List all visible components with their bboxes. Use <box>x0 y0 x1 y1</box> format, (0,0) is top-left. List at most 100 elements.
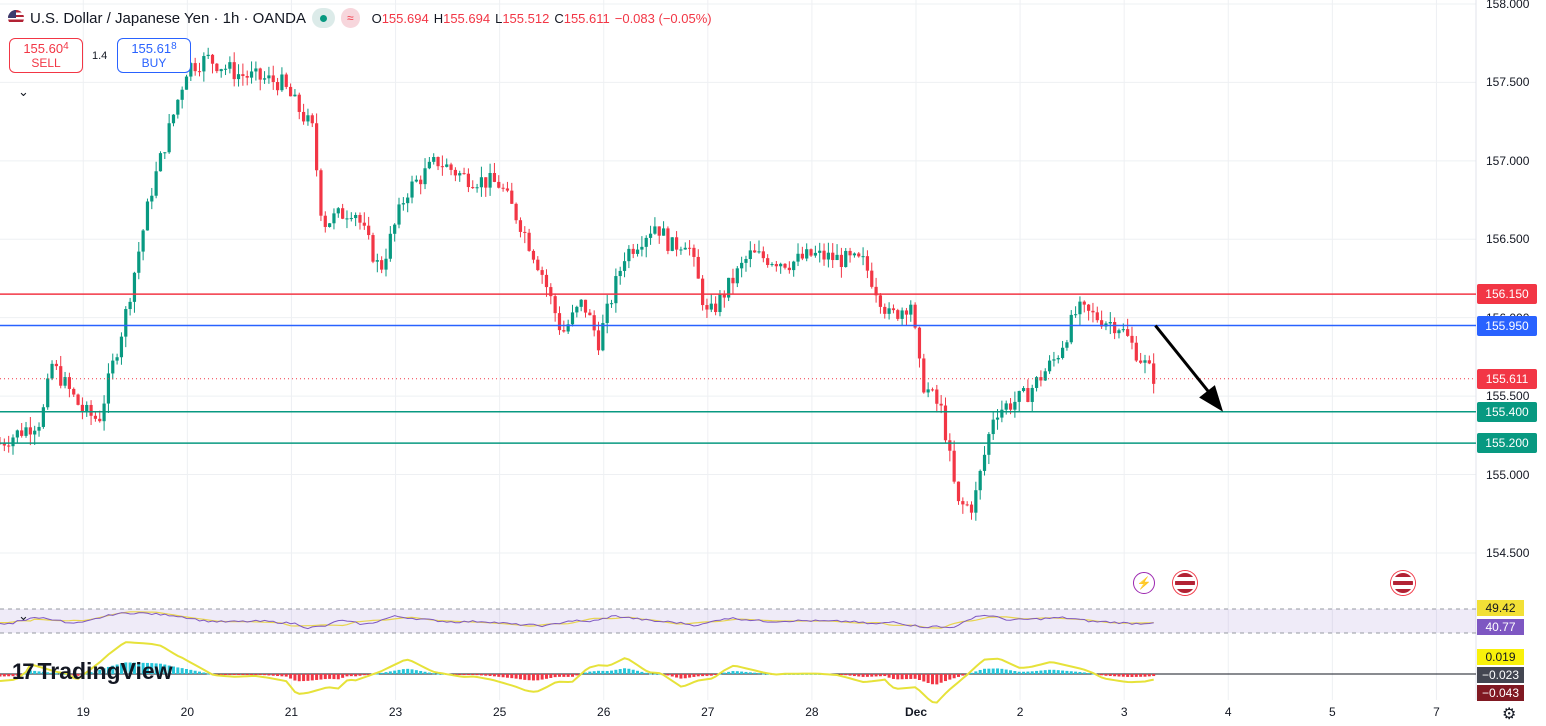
candle-body <box>202 56 206 72</box>
macd-histogram-bar <box>566 674 570 677</box>
buy-button[interactable]: 155.618 BUY <box>117 38 191 73</box>
candle-body <box>436 157 440 167</box>
indicator-chevron-icon[interactable]: ⌄ <box>18 608 29 623</box>
macd-histogram-bar <box>679 674 683 679</box>
candle-body <box>1113 322 1117 334</box>
macd-histogram-bar <box>33 670 37 674</box>
market-status-pill[interactable] <box>311 8 335 28</box>
macd-histogram-bar <box>584 672 588 674</box>
macd-histogram-bar <box>1104 674 1108 676</box>
macd-histogram-bar <box>245 674 249 675</box>
event-bolt-icon[interactable]: ⚡ <box>1132 572 1155 594</box>
macd-histogram-bar <box>518 674 522 680</box>
candle-body <box>627 248 631 262</box>
candle-body <box>835 254 839 261</box>
macd-histogram-bar <box>553 674 557 678</box>
macd-histogram-bar <box>649 673 653 675</box>
symbol-title[interactable]: U.S. Dollar / Japanese Yen · 1h · OANDA <box>30 9 306 27</box>
candle-body <box>319 170 323 216</box>
macd-histogram-bar <box>102 668 106 674</box>
macd-histogram-bar <box>232 674 236 675</box>
candle-body <box>349 218 353 220</box>
macd-histogram-bar <box>427 672 431 674</box>
candle-body <box>648 233 653 238</box>
candle-body <box>887 308 891 314</box>
settings-gear-icon[interactable]: ⚙ <box>1502 706 1517 723</box>
macd-histogram-bar <box>597 670 601 674</box>
macd-histogram-bar <box>328 674 332 679</box>
trend-arrow-line[interactable] <box>1154 324 1217 401</box>
candle-body <box>145 201 150 231</box>
macd-histogram-bar <box>375 673 379 675</box>
macd-histogram-bar <box>592 671 596 674</box>
candle-body <box>228 62 232 69</box>
candle-body <box>566 324 570 332</box>
candle-body <box>531 250 536 260</box>
candle-body <box>197 71 202 73</box>
candle-body <box>805 249 809 259</box>
macd-histogram-bar <box>150 663 154 674</box>
macd-histogram-bar <box>956 674 960 677</box>
macd-histogram-bar <box>935 674 939 685</box>
macd-histogram-bar <box>15 674 19 676</box>
macd-histogram-bar <box>141 662 145 674</box>
x-axis-tick-label: 21 <box>284 705 299 719</box>
collapse-chevron-icon[interactable]: ⌄ <box>18 84 29 99</box>
macd-histogram-bar <box>753 672 757 674</box>
macd-histogram-bar <box>237 674 241 675</box>
candle-body <box>332 213 336 224</box>
candle-body <box>141 230 145 252</box>
candle-body <box>783 263 787 268</box>
candle-body <box>306 115 310 122</box>
candle-body <box>150 195 154 202</box>
macd-histogram-bar <box>926 674 930 683</box>
candle-body <box>258 68 262 80</box>
macd-histogram-bar <box>1035 670 1039 674</box>
macd-histogram-bar <box>696 674 700 677</box>
macd-histogram-bar <box>748 672 752 674</box>
candle-body <box>1117 330 1121 334</box>
candle-body <box>89 404 93 416</box>
candle-body <box>76 394 80 405</box>
macd-histogram-bar <box>497 674 501 677</box>
candle-body <box>748 250 752 260</box>
macd-histogram-bar <box>180 668 184 674</box>
trend-arrow-head-icon[interactable] <box>1199 385 1224 412</box>
candle-body <box>280 74 284 91</box>
candle-body <box>67 377 71 389</box>
macd-line <box>0 641 1154 704</box>
candle-body <box>800 253 804 259</box>
x-axis-tick-label: 26 <box>597 705 611 719</box>
candle-body <box>527 232 531 251</box>
candle-body <box>653 226 657 234</box>
macd-histogram-bar <box>974 671 978 674</box>
candle-body <box>440 166 444 168</box>
macd-histogram-bar <box>289 674 293 679</box>
x-axis-tick-label: 5 <box>1329 705 1336 719</box>
candle-body <box>93 415 98 419</box>
macd-histogram-bar <box>922 674 926 682</box>
candle-body <box>115 357 119 361</box>
wave-icon[interactable]: ≈ <box>340 8 360 28</box>
macd-histogram-bar <box>219 674 223 675</box>
macd-histogram-bar <box>132 662 136 674</box>
candle-body <box>844 250 848 267</box>
candle-body <box>848 250 852 256</box>
candle-body <box>991 419 995 435</box>
candle-body <box>518 220 523 232</box>
candle-body <box>601 323 605 351</box>
candle-body <box>128 301 132 310</box>
candle-body <box>1108 322 1112 324</box>
macd-histogram-bar <box>1143 674 1147 677</box>
candle-body <box>41 407 45 427</box>
macd-histogram-bar <box>714 674 718 675</box>
event-us-flag-icon[interactable] <box>1391 571 1416 595</box>
event-us-flag-icon[interactable] <box>1172 571 1197 595</box>
macd-histogram-bar <box>588 671 592 674</box>
macd-histogram-bar <box>1126 674 1130 677</box>
candle-body <box>106 373 111 404</box>
candle-body <box>622 261 627 271</box>
sell-button[interactable]: 155.604 SELL <box>9 38 83 73</box>
candle-body <box>401 203 405 205</box>
